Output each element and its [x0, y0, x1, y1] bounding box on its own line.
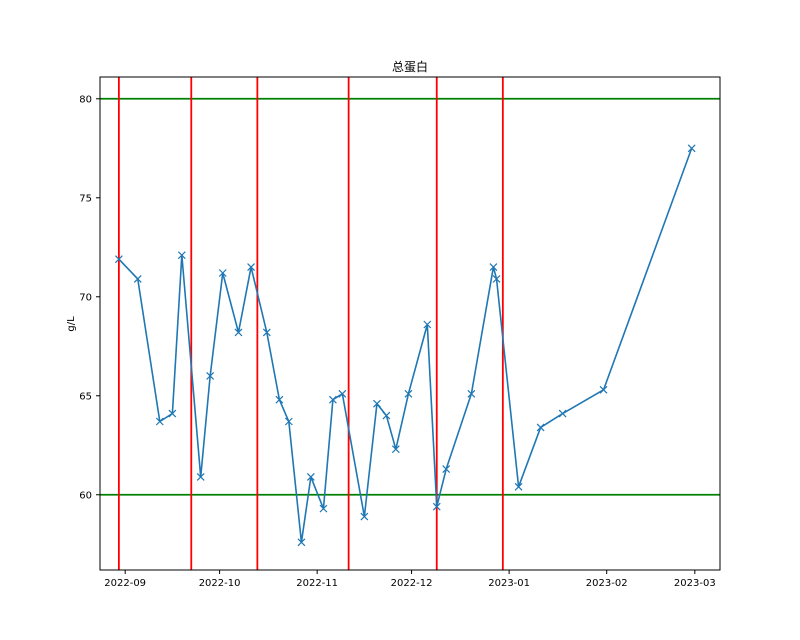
data-point-11	[275, 395, 284, 404]
y-tick-label-2: 70	[79, 292, 92, 303]
data-point-27	[489, 263, 498, 271]
data-point-17	[338, 389, 347, 398]
data-point-1	[133, 275, 142, 283]
x-tick-label-1: 2022-10	[199, 578, 241, 589]
data-point-15	[319, 504, 328, 513]
y-tick-label-1: 65	[79, 391, 92, 402]
x-tick-label-4: 2023-01	[488, 578, 530, 589]
data-point-14	[306, 473, 315, 481]
data-point-31	[558, 409, 567, 418]
data-point-13	[297, 538, 306, 547]
data-point-6	[206, 372, 215, 380]
data-point-26	[467, 389, 476, 398]
data-point-16	[328, 395, 337, 404]
data-point-18	[360, 512, 369, 521]
y-tick-label-0: 60	[79, 490, 92, 501]
data-point-0	[114, 255, 123, 264]
x-tick-label-3: 2022-12	[391, 578, 433, 589]
data-point-7	[218, 269, 227, 277]
data-point-23	[423, 320, 432, 329]
data-point-24	[432, 502, 441, 511]
x-tick-label-2: 2022-11	[296, 578, 338, 589]
data-point-25	[442, 465, 451, 473]
y-tick-label-3: 75	[79, 193, 92, 204]
data-point-33	[687, 144, 696, 153]
y-axis-label: g/L	[66, 316, 77, 332]
y-tick-label-4: 80	[79, 94, 92, 105]
data-point-20	[382, 411, 391, 420]
data-point-5	[196, 473, 205, 481]
data-point-4	[177, 251, 186, 260]
axes-frame	[99, 76, 721, 571]
data-point-30	[536, 423, 545, 432]
x-tick-label-6: 2023-03	[674, 578, 716, 589]
data-point-9	[247, 263, 255, 271]
data-point-19	[373, 399, 381, 408]
x-tick-label-0: 2022-09	[104, 578, 146, 589]
data-point-12	[284, 417, 293, 426]
data-point-8	[234, 328, 243, 337]
data-point-22	[404, 389, 413, 398]
data-point-3	[168, 409, 177, 418]
data-point-29	[514, 482, 523, 491]
data-point-32	[599, 385, 608, 394]
series-line-0	[118, 148, 693, 544]
data-point-28	[492, 275, 501, 283]
chart-title: 总蛋白	[392, 59, 428, 74]
data-point-21	[391, 445, 400, 454]
data-point-2	[155, 417, 164, 426]
plot-area: 60 65 70 75 80 2022-09 2022-10 2022-11 2022-12 20…	[79, 76, 721, 589]
data-point-10	[262, 328, 271, 337]
x-tick-label-5: 2023-02	[586, 578, 628, 589]
